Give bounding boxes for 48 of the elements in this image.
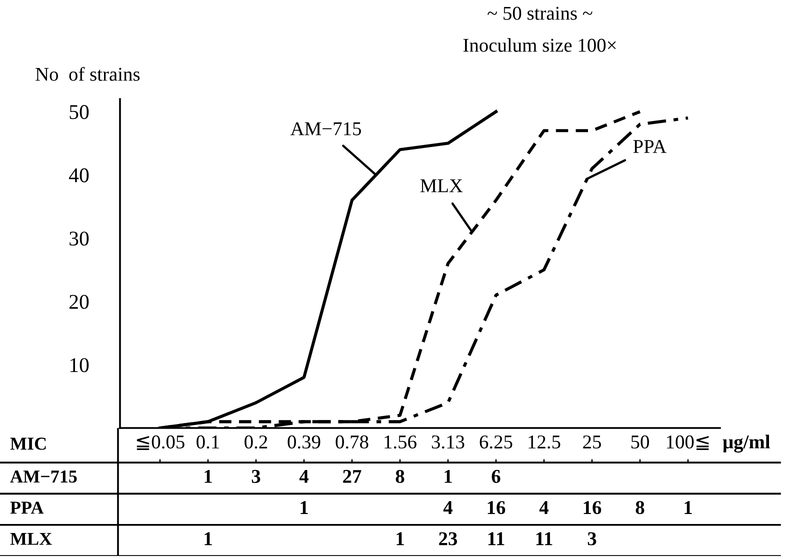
data-label: 4	[539, 501, 548, 514]
series-label: PPA	[633, 140, 667, 153]
category-label: 0.39	[288, 435, 320, 449]
category-label: 0.2	[244, 435, 268, 449]
series-label: AM−715	[290, 122, 361, 136]
data-label: 11	[536, 532, 552, 546]
y-tick-label: 50	[70, 105, 89, 120]
data-label: 1	[204, 532, 212, 546]
data-label: 27	[343, 470, 362, 483]
data-label: 4	[299, 470, 308, 483]
data-label: 23	[439, 532, 458, 546]
data-label: 6	[492, 470, 500, 483]
text: μg/ml	[722, 434, 770, 453]
y-tick-label: 30	[70, 232, 89, 246]
category-label: 25	[583, 435, 601, 449]
y-tick-label: 40	[69, 168, 89, 182]
data-label: 3	[252, 470, 260, 483]
category-label: 0.1	[196, 435, 219, 449]
chart-title: ~ 50 strains ~	[488, 6, 592, 20]
category-label: 100≦	[666, 435, 709, 450]
category-label: 0.78	[336, 435, 368, 449]
text: AM−715	[10, 470, 77, 483]
data-label: 1	[444, 470, 452, 483]
category-label: 12.5	[528, 435, 560, 449]
data-label: 8	[396, 470, 404, 483]
series-label: MLX	[420, 179, 463, 192]
text: MIC	[10, 438, 46, 450]
data-label: 16	[488, 501, 506, 514]
category-label: 1.56	[384, 435, 416, 449]
data-label: 16	[584, 501, 602, 514]
category-label: 6.25	[480, 435, 512, 449]
y-tick-label: 10	[70, 358, 89, 372]
data-label: 4	[443, 501, 452, 514]
chart-subtitle: Inoculum size 100×	[463, 38, 616, 52]
category-label: ≦0.05	[136, 435, 184, 450]
y-axis-title: No of strains	[36, 66, 140, 81]
data-label: 1	[300, 501, 308, 514]
data-label: 11	[488, 532, 504, 546]
data-label: 3	[588, 532, 596, 546]
text: PPA	[10, 502, 44, 514]
data-label: 1	[396, 532, 404, 546]
text: MLX	[10, 532, 52, 545]
category-label: 50	[631, 435, 649, 449]
data-label: 8	[636, 501, 644, 514]
data-label: 1	[204, 470, 212, 483]
data-label: 1	[684, 501, 692, 514]
category-label: 3.13	[432, 435, 464, 449]
y-tick-label: 20	[70, 294, 89, 309]
